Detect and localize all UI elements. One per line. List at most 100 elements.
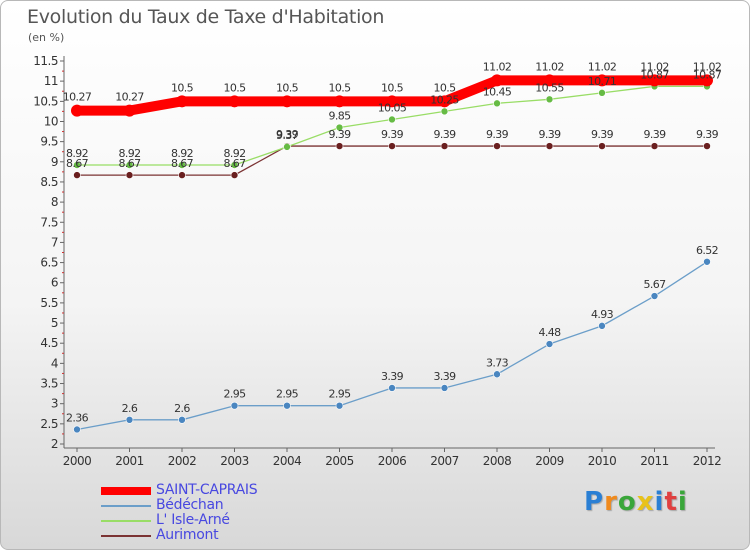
y-tick-label: 6.5 xyxy=(40,256,58,270)
data-label: 10.71 xyxy=(588,75,617,88)
data-label: 11.02 xyxy=(588,60,617,73)
data-point xyxy=(178,171,186,179)
data-label: 9.39 xyxy=(538,128,561,141)
data-label: 10.45 xyxy=(483,85,512,98)
data-label: 3.39 xyxy=(381,370,404,383)
brand-letter: x xyxy=(636,487,655,517)
data-point xyxy=(598,322,606,330)
data-point xyxy=(281,95,293,108)
legend-swatch xyxy=(101,505,151,507)
brand-letter: r xyxy=(604,487,618,517)
x-tick-label: 2001 xyxy=(115,454,144,468)
data-label: 2.6 xyxy=(122,402,138,415)
data-point xyxy=(650,292,659,300)
series-line-1 xyxy=(76,261,708,431)
y-tick-label: 3.5 xyxy=(40,377,58,391)
data-point xyxy=(545,95,554,104)
y-tick-label: 9 xyxy=(51,155,58,169)
x-tick-label: 2012 xyxy=(693,454,722,468)
data-point xyxy=(388,142,396,150)
data-label: 10.5 xyxy=(433,81,456,94)
data-point xyxy=(125,161,134,169)
data-label: 8.92 xyxy=(223,147,245,160)
data-point xyxy=(283,143,291,151)
data-point xyxy=(230,161,239,169)
x-tick-label: 2003 xyxy=(220,454,249,468)
data-point xyxy=(125,416,134,424)
brand-logo: Proxiti xyxy=(584,487,688,517)
x-tick-label: 2008 xyxy=(483,454,512,468)
y-tick-label: 6 xyxy=(51,276,58,290)
data-label: 11.02 xyxy=(693,60,722,73)
data-label: 9.39 xyxy=(486,128,509,141)
legend-swatch xyxy=(101,535,151,537)
y-tick-label: 7.5 xyxy=(40,215,58,229)
data-label: 2.6 xyxy=(174,402,190,415)
data-point xyxy=(493,99,501,108)
data-point xyxy=(648,74,661,87)
y-tick-label: 5.5 xyxy=(40,296,58,310)
data-label: 9.39 xyxy=(433,128,456,141)
brand-letter: i xyxy=(677,487,688,517)
data-point xyxy=(650,142,659,150)
legend-swatch xyxy=(101,487,151,495)
chart-title: Evolution du Taux de Taxe d'Habitation xyxy=(27,6,385,28)
data-label: 8.92 xyxy=(118,147,140,160)
data-label: 8.92 xyxy=(171,147,193,160)
data-point xyxy=(333,95,346,108)
x-tick-label: 2007 xyxy=(430,454,459,468)
chart-unit-label: (en %) xyxy=(28,31,65,44)
data-label: 9.39 xyxy=(328,128,351,141)
data-point xyxy=(440,384,449,392)
x-tick-label: 2005 xyxy=(325,454,354,468)
data-point xyxy=(178,416,186,424)
x-tick-label: 2009 xyxy=(535,454,564,468)
legend-label: L' Isle-Arné xyxy=(156,512,230,528)
data-label: 10.5 xyxy=(223,81,246,94)
data-label: 8.67 xyxy=(66,157,89,170)
data-point xyxy=(73,161,81,169)
data-point xyxy=(438,95,451,108)
data-label: 9.37 xyxy=(276,129,299,142)
data-point xyxy=(545,340,554,348)
data-label: 8.67 xyxy=(171,157,194,170)
data-label: 9.39 xyxy=(381,128,404,141)
data-point xyxy=(440,107,449,116)
data-label: 11.02 xyxy=(535,60,564,73)
data-point xyxy=(73,171,81,179)
data-point xyxy=(598,89,606,97)
data-point xyxy=(388,115,396,124)
data-label: 8.67 xyxy=(118,157,141,170)
brand-letter: t xyxy=(664,487,678,517)
data-point xyxy=(440,142,449,150)
data-label: 4.48 xyxy=(538,326,561,339)
data-label: 6.52 xyxy=(696,244,718,257)
data-label: 9.39 xyxy=(591,128,614,141)
data-point xyxy=(335,123,344,132)
x-tick-label: 2006 xyxy=(378,454,407,468)
data-point xyxy=(493,142,501,150)
data-point xyxy=(176,95,188,108)
legend-label: Bédéchan xyxy=(156,497,224,513)
brand-letter: P xyxy=(584,487,605,517)
data-point xyxy=(386,95,398,108)
data-label: 10.87 xyxy=(693,68,722,81)
y-tick-label: 9.5 xyxy=(40,135,58,149)
data-point xyxy=(335,401,344,410)
data-label: 10.5 xyxy=(171,81,194,94)
data-point xyxy=(491,74,503,87)
legend-label: SAINT-CAPRAIS xyxy=(156,482,258,498)
y-tick-label: 7 xyxy=(51,235,58,249)
data-point xyxy=(178,161,186,169)
y-tick-label: 3 xyxy=(51,397,58,411)
data-label: 10.5 xyxy=(381,81,404,94)
data-label: 10.55 xyxy=(535,81,564,94)
x-tick-label: 2004 xyxy=(273,454,302,468)
data-label: 10.5 xyxy=(276,81,299,94)
x-tick-label: 2002 xyxy=(168,454,197,468)
y-tick-label: 4.5 xyxy=(40,336,58,350)
x-tick-label: 2010 xyxy=(588,454,617,468)
data-label: 10.27 xyxy=(115,91,144,104)
data-point xyxy=(388,384,396,392)
